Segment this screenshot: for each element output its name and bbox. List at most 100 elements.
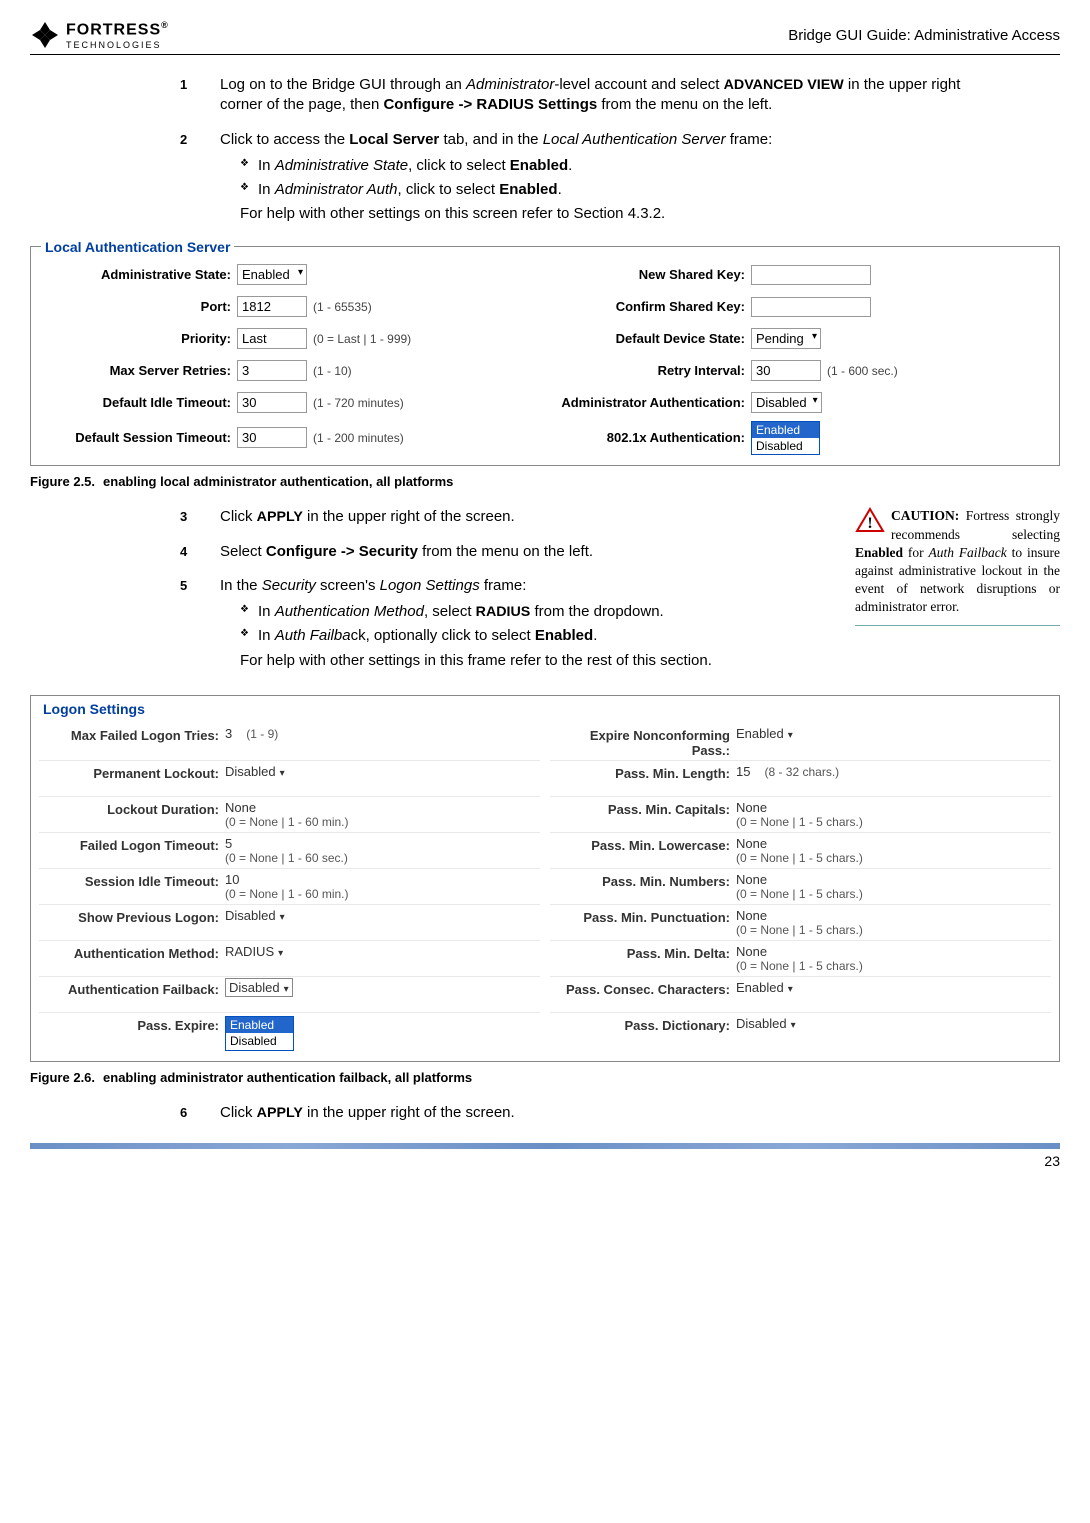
form-hint: (1 - 200 minutes) [313,431,404,445]
dropdown-field[interactable]: Disabled [225,978,293,997]
form-label: Authentication Failback: [39,980,219,997]
form-label: Failed Logon Timeout: [39,836,219,853]
dropdown-option[interactable]: Disabled [752,438,819,454]
form-label: Pass. Min. Numbers: [550,872,730,889]
value-field[interactable]: None [736,872,767,887]
value-field[interactable]: None [736,800,767,815]
dropdown-field[interactable]: Enabled [736,726,807,741]
dropdown-option[interactable]: Enabled [752,422,819,438]
step-text: Click to access the Local Server tab, an… [220,131,772,148]
dropdown-field[interactable]: Disabled [225,908,299,923]
form-hint: (1 - 600 sec.) [827,364,898,378]
form-value-wrap: None(0 = None | 1 - 5 chars.) [736,800,863,829]
input-field[interactable] [751,297,871,317]
form-label: Default Device State: [555,331,745,346]
form-row: Default Idle Timeout:30(1 - 720 minutes) [41,389,535,417]
substep: In Administrative State, click to select… [240,156,1000,176]
dropdown-field[interactable]: Disabled [225,764,299,779]
form-value-wrap: None(0 = None | 1 - 5 chars.) [736,908,863,937]
dropdown-option[interactable]: Enabled [226,1017,293,1033]
value-field[interactable]: None [225,800,256,815]
form-hint: (8 - 32 chars.) [764,765,839,779]
form-hint: (0 = None | 1 - 5 chars.) [736,959,863,973]
step-5: 5 In the Security screen's Logon Setting… [180,576,1060,671]
form-row: Confirm Shared Key: [555,293,1049,321]
figure-2-6-caption: Figure 2.6.enabling administrator authen… [30,1070,1060,1085]
form-row: Administrator Authentication:Disabled [555,389,1049,417]
form-row: Pass. Expire:EnabledDisabled [39,1012,540,1051]
input-field[interactable]: 30 [237,427,307,448]
form-label: Lockout Duration: [39,800,219,817]
form-row: Authentication Failback: Disabled [39,976,540,1010]
dropdown-field[interactable]: Disabled [751,392,822,413]
step-number: 3 [180,509,187,524]
dropdown-open[interactable]: EnabledDisabled [751,421,820,456]
form-row: Max Server Retries:3(1 - 10) [41,357,535,385]
dropdown-field[interactable]: Enabled [736,980,807,995]
form-row: New Shared Key: [555,261,1049,289]
form-label: New Shared Key: [555,267,745,282]
value-field[interactable]: 15 [736,764,750,779]
logon-settings-panel: Logon Settings Max Failed Logon Tries:3(… [30,695,1060,1062]
value-field[interactable]: 10 [225,872,239,887]
form-hint: (0 = None | 1 - 60 sec.) [225,851,348,865]
form-hint: (1 - 720 minutes) [313,396,404,410]
step-post-text: For help with other settings in this fra… [240,651,1060,671]
dropdown-open[interactable]: EnabledDisabled [225,1016,294,1051]
value-field[interactable]: None [736,836,767,851]
input-field[interactable]: Last [237,328,307,349]
input-field[interactable]: 30 [751,360,821,381]
form-hint: (0 = None | 1 - 5 chars.) [736,887,863,901]
step-number: 2 [180,132,187,147]
form-value-wrap: Disabled [225,764,299,779]
form-value-wrap: EnabledDisabled [225,1016,294,1051]
dropdown-field[interactable]: RADIUS [225,944,297,959]
form-hint: (0 = Last | 1 - 999) [313,332,411,346]
form-label: Show Previous Logon: [39,908,219,925]
value-field[interactable]: 3 [225,726,232,741]
input-field[interactable] [751,265,871,285]
input-field[interactable]: 30 [237,392,307,413]
logo-text: FORTRESS® TECHNOLOGIES [66,20,169,49]
dropdown-option[interactable]: Disabled [226,1033,293,1049]
form-value-wrap: 10(0 = None | 1 - 60 min.) [225,872,349,901]
value-field[interactable]: None [736,944,767,959]
figure-2-5-caption: Figure 2.5.enabling local administrator … [30,474,1060,489]
form-label: Pass. Min. Capitals: [550,800,730,817]
form-row: Priority:Last(0 = Last | 1 - 999) [41,325,535,353]
form-hint: (0 = None | 1 - 60 min.) [225,887,349,901]
form-hint: (0 = None | 1 - 5 chars.) [736,923,863,937]
form-label: Port: [41,299,231,314]
form-row: Port:1812(1 - 65535) [41,293,535,321]
step-number: 1 [180,77,187,92]
step-number: 4 [180,544,187,559]
input-field[interactable]: 3 [237,360,307,381]
form-row: Expire Nonconforming Pass.:Enabled [550,723,1051,758]
step-post-text: For help with other settings on this scr… [240,204,1000,224]
page-number: 23 [30,1153,1060,1169]
form-value-wrap: 5(0 = None | 1 - 60 sec.) [225,836,348,865]
step-1: 1 Log on to the Bridge GUI through an Ad… [180,75,1000,116]
value-field[interactable]: None [736,908,767,923]
dropdown-field[interactable]: Pending [751,328,821,349]
form-row: Pass. Min. Numbers: None(0 = None | 1 - 5… [550,868,1051,902]
step-4: 4 Select Configure -> Security from the … [180,542,1060,562]
form-row: Lockout Duration:None(0 = None | 1 - 60 … [39,796,540,830]
page-header: FORTRESS® TECHNOLOGIES Bridge GUI Guide:… [30,20,1060,55]
instruction-list: 1 Log on to the Bridge GUI through an Ad… [180,75,1000,225]
form-label: Session Idle Timeout: [39,872,219,889]
form-row: Permanent Lockout:Disabled [39,760,540,794]
fortress-logo-icon [30,20,60,50]
form-value-wrap: None(0 = None | 1 - 5 chars.) [736,872,863,901]
value-field[interactable]: 5 [225,836,232,851]
input-field[interactable]: 1812 [237,296,307,317]
form-hint: (0 = None | 1 - 5 chars.) [736,851,863,865]
form-value-wrap: 3(1 - 9) [225,726,278,741]
form-value-wrap: Disabled [736,1016,810,1031]
form-label: Pass. Consec. Characters: [550,980,730,997]
dropdown-field[interactable]: Enabled [237,264,307,285]
form-label: Default Session Timeout: [41,430,231,445]
form-row: Administrative State:Enabled [41,261,535,289]
dropdown-field[interactable]: Disabled [736,1016,810,1031]
form-value-wrap: Disabled [225,980,293,995]
